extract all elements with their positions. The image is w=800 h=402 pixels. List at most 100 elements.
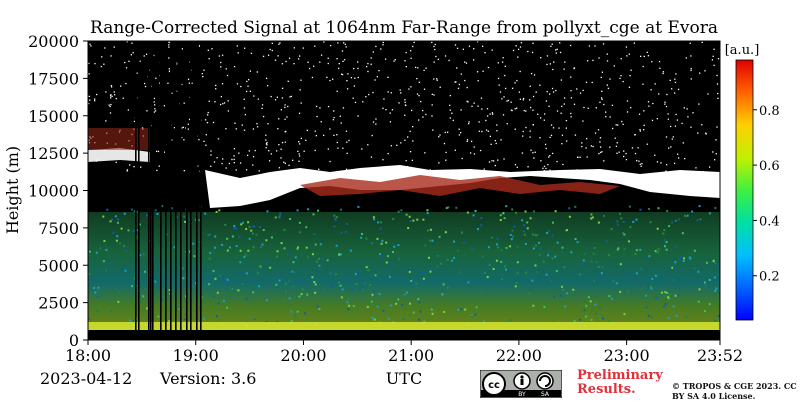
aerosol-point <box>674 245 677 248</box>
noise-point <box>585 147 587 149</box>
aerosol-point <box>388 275 391 278</box>
noise-point <box>489 113 491 115</box>
aerosol-point <box>103 240 106 243</box>
noise-point <box>323 41 325 43</box>
aerosol-point <box>681 232 684 235</box>
noise-point <box>203 140 205 143</box>
aerosol-point <box>647 207 650 210</box>
aerosol-point <box>233 224 236 227</box>
aerosol-point <box>650 315 653 318</box>
noise-point <box>690 126 692 128</box>
y-tick-label: 5000 <box>38 256 79 275</box>
noise-point <box>268 150 270 152</box>
noise-point <box>243 98 245 100</box>
aerosol-point <box>385 261 388 264</box>
noise-point <box>357 67 359 70</box>
aerosol-point <box>503 265 506 268</box>
noise-point <box>609 78 611 80</box>
aerosol-point <box>522 230 525 233</box>
noise-point <box>470 140 473 142</box>
aerosol-point <box>417 298 420 301</box>
noise-point <box>183 139 185 141</box>
noise-point <box>266 142 268 144</box>
aerosol-point <box>673 267 676 270</box>
aerosol-point <box>511 235 514 238</box>
noise-point <box>316 115 318 118</box>
noise-point <box>496 130 498 132</box>
aerosol-point <box>259 265 262 268</box>
noise-point <box>346 88 349 90</box>
noise-point <box>602 43 605 45</box>
noise-point <box>315 105 318 108</box>
noise-point <box>576 88 578 90</box>
aerosol-point <box>510 238 513 241</box>
noise-point <box>476 71 479 73</box>
noise-point <box>422 116 424 118</box>
noise-point <box>256 71 258 73</box>
noise-point <box>685 57 688 59</box>
aerosol-point <box>346 301 349 304</box>
noise-point <box>460 109 462 111</box>
noise-point <box>346 141 348 143</box>
noise-point <box>387 76 389 78</box>
noise-point <box>704 70 706 72</box>
aerosol-point <box>393 245 396 248</box>
noise-point <box>545 167 547 170</box>
noise-point <box>543 165 546 168</box>
noise-point <box>202 75 204 78</box>
aerosol-point <box>347 308 350 311</box>
colorbar-unit: [a.u.] <box>725 43 760 58</box>
aerosol-point <box>579 273 582 276</box>
noise-point <box>662 72 664 75</box>
aerosol-point <box>376 237 379 240</box>
noise-point <box>175 62 178 64</box>
aerosol-point <box>455 206 458 209</box>
noise-point <box>605 116 607 118</box>
aerosol-point <box>486 276 489 279</box>
aerosol-point <box>286 253 289 256</box>
noise-point <box>261 107 263 110</box>
aerosol-point <box>117 300 120 303</box>
aerosol-point <box>477 228 480 231</box>
aerosol-point <box>355 312 358 315</box>
noise-point <box>633 42 635 44</box>
aerosol-point <box>647 311 650 314</box>
aerosol-point <box>547 229 550 232</box>
aerosol-point <box>115 239 118 242</box>
aerosol-point <box>150 303 153 306</box>
aerosol-point <box>184 250 187 253</box>
noise-point <box>370 63 372 65</box>
aerosol-point <box>291 270 294 273</box>
aerosol-point <box>218 209 221 212</box>
noise-point <box>454 149 456 151</box>
aerosol-point <box>592 252 595 255</box>
aerosol-point <box>524 210 527 213</box>
aerosol-point <box>632 220 635 223</box>
aerosol-point <box>585 246 588 249</box>
aerosol-point <box>589 297 592 300</box>
noise-point <box>382 44 384 46</box>
noise-point <box>411 159 414 162</box>
aerosol-point <box>420 271 423 274</box>
noise-point <box>163 105 166 107</box>
noise-point <box>139 60 141 62</box>
noise-point <box>514 128 516 130</box>
aerosol-point <box>697 300 700 303</box>
aerosol-point <box>663 305 666 308</box>
noise-point <box>323 134 325 137</box>
noise-point <box>94 98 96 100</box>
noise-point <box>404 139 406 141</box>
aerosol-point <box>412 219 415 222</box>
aerosol-point <box>244 253 247 256</box>
noise-point <box>219 103 222 106</box>
aerosol-point <box>305 319 308 322</box>
noise-point <box>473 102 475 104</box>
aerosol-point <box>283 299 286 302</box>
aerosol-point <box>583 252 586 255</box>
noise-point <box>551 152 554 155</box>
noise-point <box>205 134 207 136</box>
aerosol-point <box>705 261 708 264</box>
noise-point <box>297 58 300 60</box>
noise-point <box>329 128 331 130</box>
noise-point <box>288 164 290 167</box>
